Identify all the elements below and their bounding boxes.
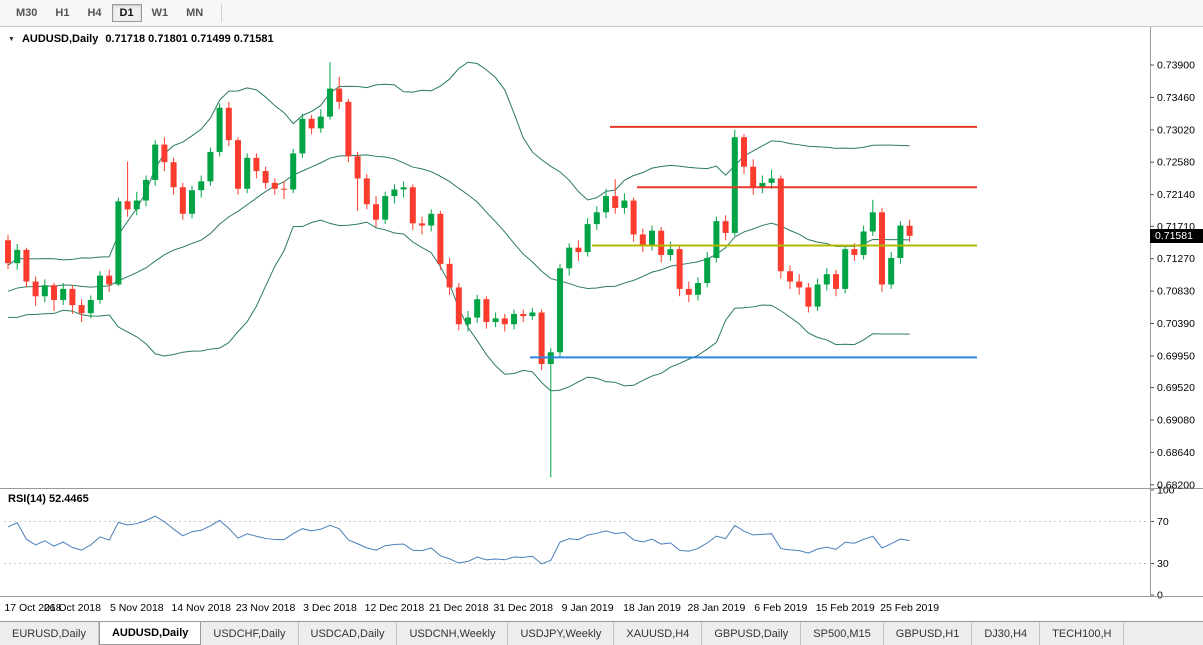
candles-layer: [5, 62, 913, 478]
timeframe-h1-button[interactable]: H1: [47, 4, 77, 22]
tab-usdchf-daily[interactable]: USDCHF,Daily: [201, 622, 299, 645]
svg-text:5 Nov 2018: 5 Nov 2018: [110, 602, 164, 614]
svg-text:0.69520: 0.69520: [1157, 382, 1195, 394]
tab-usdcad-daily[interactable]: USDCAD,Daily: [299, 622, 398, 645]
svg-text:0.71270: 0.71270: [1157, 253, 1195, 265]
svg-text:6 Feb 2019: 6 Feb 2019: [754, 602, 807, 614]
svg-text:0.73020: 0.73020: [1157, 124, 1195, 136]
svg-text:12 Dec 2018: 12 Dec 2018: [365, 602, 425, 614]
svg-text:14 Nov 2018: 14 Nov 2018: [171, 602, 231, 614]
svg-text:9 Jan 2019: 9 Jan 2019: [562, 602, 614, 614]
svg-text:0.72580: 0.72580: [1157, 157, 1195, 169]
timeframe-mn-button[interactable]: MN: [178, 4, 211, 22]
timeframe-d1-button[interactable]: D1: [111, 4, 142, 22]
svg-text:0.68200: 0.68200: [1157, 479, 1195, 491]
svg-text:0.73460: 0.73460: [1157, 92, 1195, 104]
pane-separators[interactable]: [0, 27, 1203, 597]
chart-canvas[interactable]: 100 70 30 0 0.73900 0.73460 0.73020 0.72580 0.72…: [0, 27, 1203, 621]
svg-text:23 Nov 2018: 23 Nov 2018: [236, 602, 296, 614]
tab-usdcnh-weekly[interactable]: USDCNH,Weekly: [397, 622, 509, 645]
rsi-line: [7, 515, 910, 565]
tab-gbpusd-h1[interactable]: GBPUSD,H1: [884, 622, 973, 645]
svg-text:17 Oct 2018: 17 Oct 2018: [4, 602, 61, 614]
svg-text:0.69080: 0.69080: [1157, 414, 1195, 426]
hline-objects-layer: [530, 125, 977, 359]
tab-dj30-h4[interactable]: DJ30,H4: [972, 622, 1041, 645]
chart-window: 100 70 30 0 0.73900 0.73460 0.73020 0.72580 0.72…: [0, 27, 1203, 621]
tab-usdjpy-weekly[interactable]: USDJPY,Weekly: [508, 622, 615, 645]
tab-eurusd-daily[interactable]: EURUSD,Daily: [0, 622, 99, 645]
current-price-badge: 0.71581: [1150, 228, 1203, 243]
svg-text:0: 0: [1157, 590, 1163, 602]
bollinger-bands-layer: [7, 61, 910, 392]
tab-gbpusd-daily[interactable]: GBPUSD,Daily: [702, 622, 802, 645]
svg-text:25 Feb 2019: 25 Feb 2019: [880, 602, 939, 614]
svg-text:21 Dec 2018: 21 Dec 2018: [429, 602, 489, 614]
svg-text:28 Jan 2019: 28 Jan 2019: [687, 602, 745, 614]
tab-tech100[interactable]: TECH100,H: [1040, 622, 1125, 645]
svg-text:0.70390: 0.70390: [1157, 318, 1195, 330]
timeframe-toolbar: M30 H1 H4 D1 W1 MN: [0, 0, 1203, 27]
rsi-panel-layer: 100 70 30 0: [4, 485, 1175, 602]
price-axis[interactable]: 0.739000.734600.730200.725800.721400.717…: [1150, 60, 1195, 492]
timeframe-h4-button[interactable]: H4: [79, 4, 109, 22]
tab-sp500-m15[interactable]: SP500,M15: [801, 622, 884, 645]
svg-text:0.68640: 0.68640: [1157, 447, 1195, 459]
svg-text:0.73900: 0.73900: [1157, 60, 1195, 72]
tab-xauusd-h4[interactable]: XAUUSD,H4: [614, 622, 703, 645]
svg-text:70: 70: [1157, 516, 1169, 528]
timeframe-w1-button[interactable]: W1: [144, 4, 177, 22]
svg-text:31 Dec 2018: 31 Dec 2018: [493, 602, 553, 614]
svg-text:0.69950: 0.69950: [1157, 350, 1195, 362]
bb-middle: [7, 154, 910, 292]
svg-text:100: 100: [1157, 485, 1175, 497]
toolbar-separator: [221, 4, 223, 22]
svg-text:3 Dec 2018: 3 Dec 2018: [303, 602, 357, 614]
svg-text:0.72140: 0.72140: [1157, 189, 1195, 201]
svg-text:26 Oct 2018: 26 Oct 2018: [44, 602, 101, 614]
tab-audusd-daily[interactable]: AUDUSD,Daily: [98, 622, 202, 645]
timeframe-m30-button[interactable]: M30: [8, 4, 45, 22]
svg-text:30: 30: [1157, 558, 1169, 570]
chart-tabs-bar: EURUSD,Daily AUDUSD,Daily USDCHF,Daily U…: [0, 621, 1203, 645]
svg-text:15 Feb 2019: 15 Feb 2019: [816, 602, 875, 614]
bb-upper: [7, 61, 910, 266]
svg-text:0.70830: 0.70830: [1157, 286, 1195, 298]
svg-text:18 Jan 2019: 18 Jan 2019: [623, 602, 681, 614]
